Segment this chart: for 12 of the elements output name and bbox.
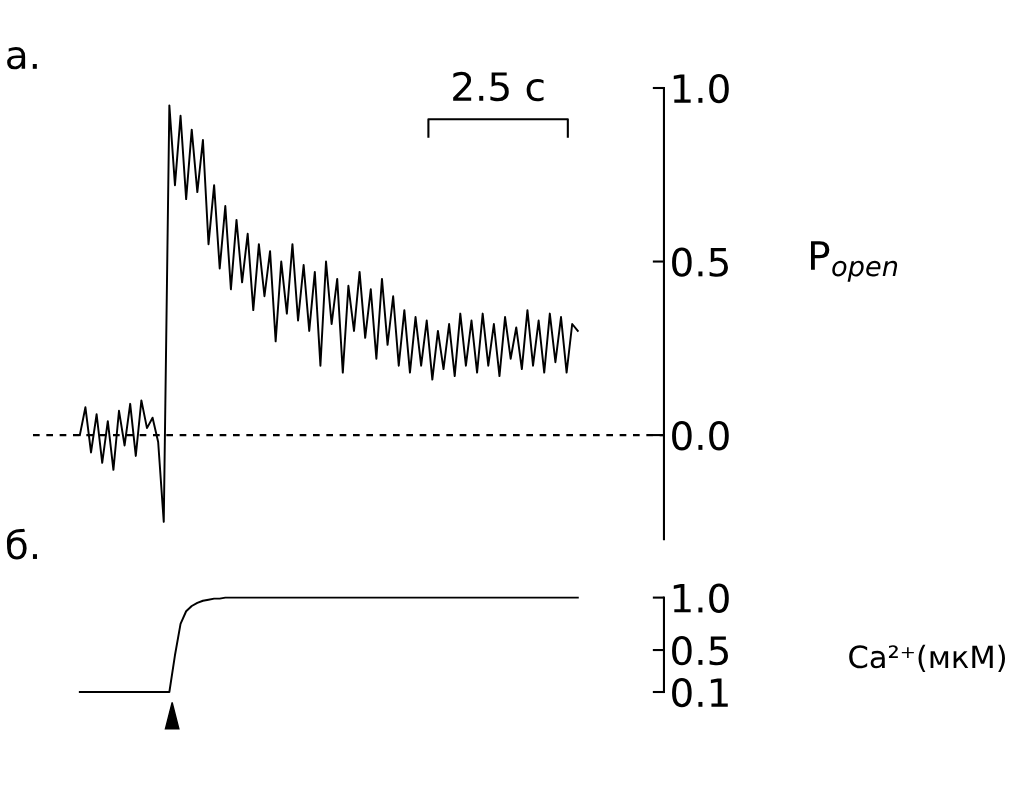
chart-title: а. xyxy=(7,47,37,70)
annotation: 2.5 с xyxy=(453,71,544,102)
y-axis-title: Ca²⁺(мкМ) xyxy=(849,644,1005,672)
y-tick-label: 0.1 xyxy=(672,677,728,708)
y-tick-label: 0.5 xyxy=(672,635,728,666)
y-tick-label: 1.0 xyxy=(673,583,729,613)
y-axis-title: P$_{open}$ xyxy=(811,241,898,282)
chart-title: б. xyxy=(6,528,37,560)
y-tick-label: 0.0 xyxy=(672,420,729,451)
y-tick-label: 1.0 xyxy=(673,73,729,104)
line-series xyxy=(78,596,579,693)
y-tick-label: 0.5 xyxy=(672,247,728,277)
